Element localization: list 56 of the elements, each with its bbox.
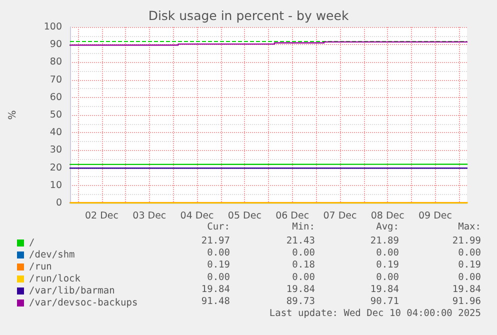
text: 0.00 (207, 272, 230, 283)
x-tick-label: 04 Dec (180, 210, 214, 222)
text: 0.00 (458, 248, 482, 259)
text: 21.99 (452, 236, 482, 246)
text: 91.48 (201, 296, 230, 307)
y-tick-label: 80 (50, 56, 62, 68)
text: 19.84 (452, 284, 482, 295)
text: Cur: (207, 222, 230, 232)
x-tick-label: 02 Dec (85, 210, 119, 222)
legend-label: /run/lock (29, 274, 81, 284)
text: 0.00 (292, 272, 316, 283)
x-tick-label: 09 Dec (418, 210, 452, 222)
text: 0.00 (207, 248, 230, 259)
legend-label: /dev/shm (29, 250, 76, 260)
text: Max: (458, 222, 481, 232)
text: 90.71 (370, 296, 400, 307)
legend-label: /var/devsoc-backups (29, 298, 138, 308)
text: 0.00 (458, 272, 482, 283)
x-tick-label: 05 Dec (228, 210, 262, 222)
text: 0.18 (292, 260, 316, 271)
y-tick-label: 0 (56, 198, 62, 208)
text: 0.19 (458, 260, 482, 271)
y-tick-label: 90 (50, 39, 62, 50)
x-tick-label: 03 Dec (132, 210, 166, 222)
y-tick-label: 70 (50, 74, 62, 86)
text: 91.96 (452, 296, 482, 307)
text: Last update: Wed Dec 10 04:00:00 2025 (269, 308, 481, 320)
text: 19.84 (286, 284, 316, 295)
text: 0.00 (292, 248, 316, 259)
legend-label: / (29, 238, 35, 248)
text: 89.73 (286, 296, 315, 307)
text: 19.84 (370, 284, 400, 295)
x-tick-label: 07 Dec (323, 210, 357, 222)
text: 21.89 (370, 236, 400, 246)
chart-title: Disk usage in percent - by week (148, 8, 350, 23)
y-axis-title: % (8, 110, 18, 120)
text: 0.00 (376, 272, 400, 283)
y-tick-label: 100 (44, 22, 62, 32)
y-tick-label: 50 (50, 110, 62, 120)
text: 0.19 (207, 260, 230, 271)
text: 0.00 (376, 248, 400, 259)
x-tick-label: 08 Dec (370, 210, 404, 222)
text: 19.84 (201, 284, 230, 295)
y-tick-label: 40 (50, 127, 62, 138)
text: 0.19 (376, 260, 400, 271)
legend-label: /var/lib/barman (29, 286, 115, 296)
text: Avg: (376, 222, 399, 232)
y-tick-label: 20 (50, 162, 62, 174)
text: 21.43 (286, 236, 315, 246)
text: Min: (292, 222, 315, 232)
x-tick-label: 06 Dec (276, 210, 310, 222)
y-tick-label: 60 (50, 92, 62, 103)
text: 21.97 (201, 236, 230, 246)
y-tick-label: 30 (50, 144, 62, 156)
legend-label: /run (29, 262, 52, 272)
y-tick-label: 10 (50, 180, 62, 191)
